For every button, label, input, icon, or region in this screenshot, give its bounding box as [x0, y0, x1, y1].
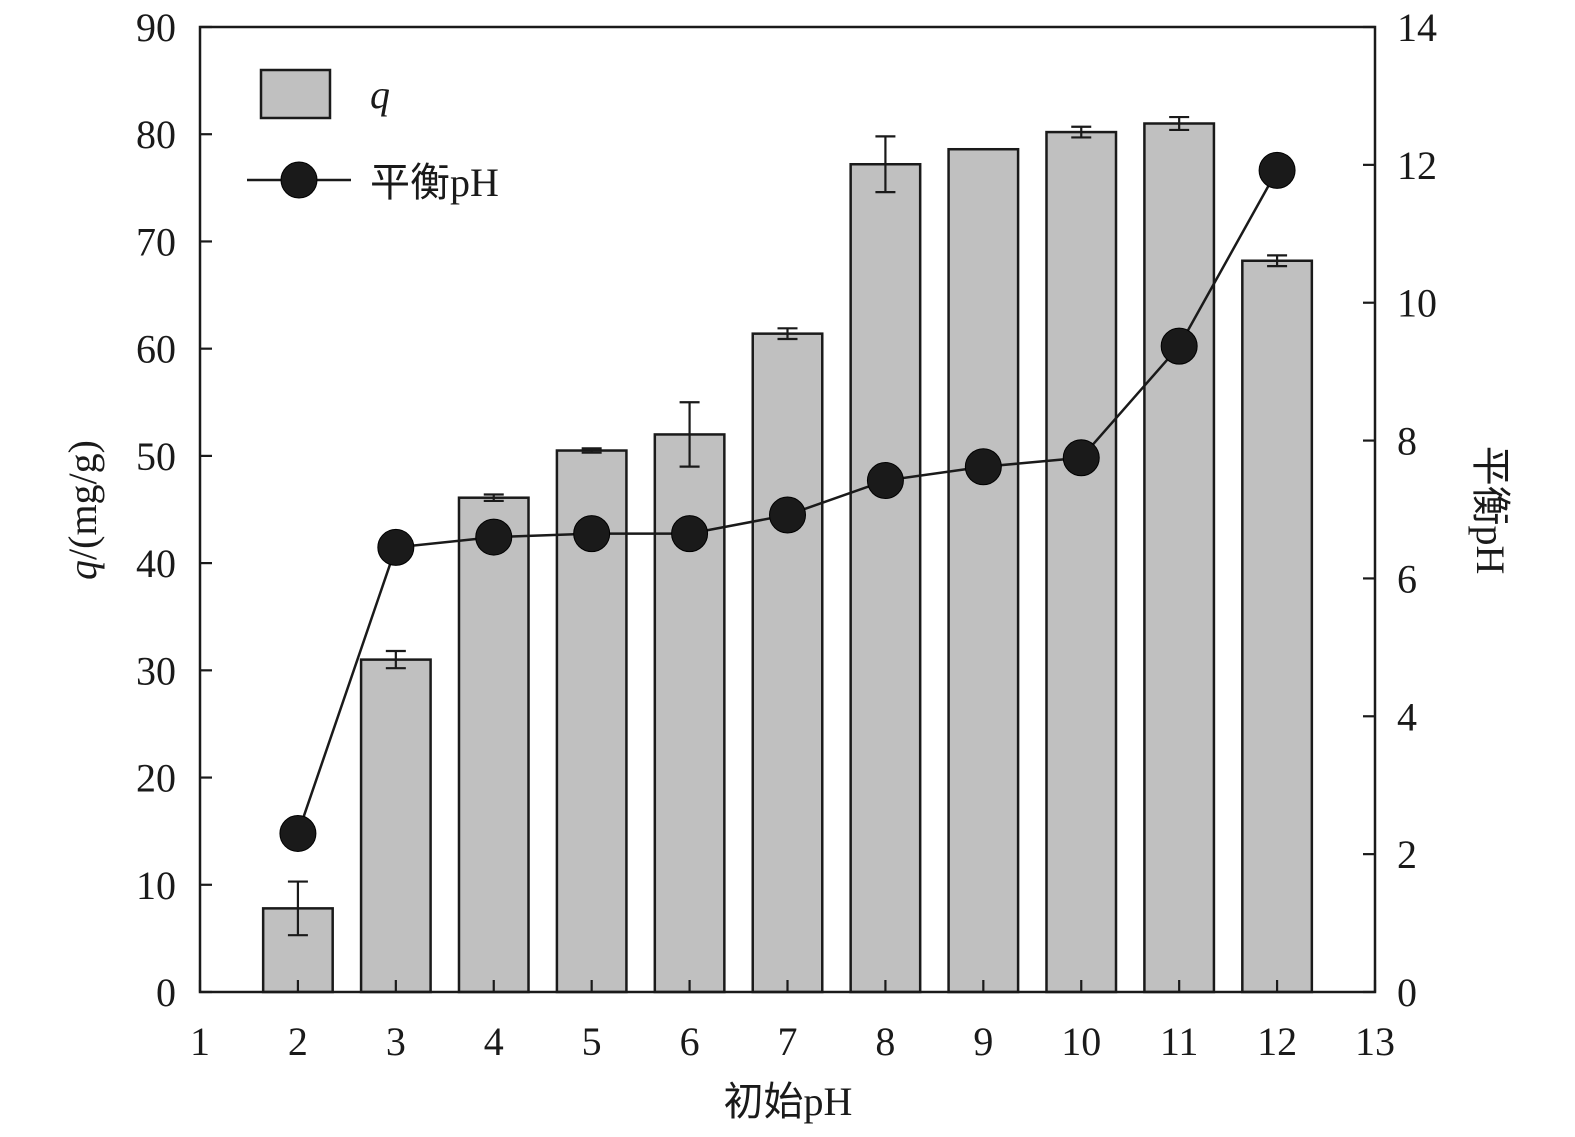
left-y-tick-label: 70 — [136, 219, 176, 264]
error-bar-4 — [483, 493, 504, 503]
left-y-tick-label: 40 — [136, 541, 176, 586]
bar-q-9 — [947, 147, 1020, 994]
point-equilibrium-ph-4 — [475, 518, 513, 556]
point-equilibrium-ph-8 — [866, 462, 904, 500]
left-y-tick-label: 30 — [136, 648, 176, 693]
right-y-tick-label: 10 — [1397, 281, 1437, 326]
x-tick-label: 2 — [288, 1019, 308, 1064]
error-bars — [287, 115, 1288, 937]
right-y-axis-title: 平衡pH — [1468, 446, 1513, 575]
x-tick-label: 10 — [1061, 1019, 1101, 1064]
left-y-tick-label: 10 — [136, 863, 176, 908]
error-bar-7 — [777, 327, 798, 341]
error-bar-2 — [287, 880, 308, 937]
point-equilibrium-ph-3 — [377, 528, 415, 566]
x-tick-label: 12 — [1257, 1019, 1297, 1064]
point-equilibrium-ph-7 — [769, 496, 806, 534]
bar-q-3 — [359, 658, 432, 994]
right-y-tick-label: 14 — [1397, 5, 1437, 50]
legend-label-equilibrium-ph: 平衡pH — [370, 160, 499, 205]
error-bar-6 — [679, 401, 700, 468]
left-y-tick-label: 0 — [156, 970, 176, 1015]
bar-q-8 — [849, 162, 922, 994]
point-equilibrium-ph-10 — [1062, 439, 1100, 477]
bar-series-q — [261, 122, 1314, 994]
right-y-tick-label: 0 — [1397, 970, 1417, 1015]
x-tick-label: 7 — [778, 1019, 798, 1064]
point-equilibrium-ph-12 — [1258, 151, 1296, 189]
x-axis-title: 初始pH — [724, 1079, 853, 1124]
left-y-axis-title-symbol: q — [60, 560, 105, 580]
left-y-tick-label: 80 — [136, 112, 176, 157]
bar-q-4 — [457, 496, 530, 994]
legend: q 平衡pH — [247, 68, 499, 205]
x-tick-label: 11 — [1160, 1019, 1199, 1064]
point-equilibrium-ph-2 — [279, 814, 317, 852]
right-y-axis-ticks: 0 2 4 6 8 10 12 14 — [1363, 5, 1437, 1015]
error-bar-5 — [581, 447, 602, 454]
error-bar-3 — [385, 649, 406, 670]
x-tick-label: 3 — [386, 1019, 406, 1064]
x-tick-label: 6 — [680, 1019, 700, 1064]
right-y-tick-label: 4 — [1397, 694, 1417, 739]
point-equilibrium-ph-6 — [671, 515, 709, 553]
error-bar-10 — [1071, 125, 1092, 139]
right-y-tick-label: 6 — [1397, 556, 1417, 601]
error-bar-11 — [1169, 115, 1190, 132]
x-tick-label: 5 — [582, 1019, 602, 1064]
x-tick-label: 8 — [875, 1019, 895, 1064]
error-bar-12 — [1267, 254, 1288, 268]
x-tick-label: 9 — [973, 1019, 993, 1064]
left-y-axis-title: q/(mg/g) — [60, 440, 105, 580]
line-series-equilibrium-ph — [279, 151, 1296, 852]
bar-q-10 — [1045, 130, 1118, 994]
error-bar-8 — [875, 135, 896, 194]
legend-swatch-bar — [259, 68, 332, 120]
bar-q-7 — [751, 332, 824, 994]
point-equilibrium-ph-9 — [964, 448, 1002, 486]
left-y-axis-ticks: 0 10 20 30 40 50 60 70 80 90 — [136, 5, 212, 1015]
left-y-axis-title-unit: /(mg/g) — [60, 440, 105, 560]
left-y-tick-label: 20 — [136, 756, 176, 801]
point-equilibrium-ph-11 — [1160, 327, 1198, 365]
left-y-tick-label: 50 — [136, 434, 176, 479]
right-y-tick-label: 2 — [1397, 832, 1417, 877]
bar-q-12 — [1241, 259, 1314, 994]
right-y-tick-label: 12 — [1397, 143, 1437, 188]
left-y-tick-label: 60 — [136, 327, 176, 372]
legend-swatch-marker — [280, 161, 318, 199]
x-tick-label: 1 — [190, 1019, 210, 1064]
legend-label-q: q — [370, 72, 390, 117]
right-y-tick-label: 8 — [1397, 419, 1417, 464]
x-tick-label: 4 — [484, 1019, 504, 1064]
bar-q-11 — [1143, 122, 1216, 994]
x-axis-ticks: 1 2 3 4 5 6 7 8 9 10 11 12 13 — [190, 980, 1395, 1064]
point-equilibrium-ph-5 — [573, 515, 611, 553]
x-tick-label: 13 — [1355, 1019, 1395, 1064]
left-y-tick-label: 90 — [136, 5, 176, 50]
